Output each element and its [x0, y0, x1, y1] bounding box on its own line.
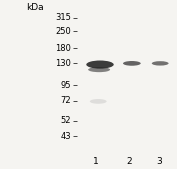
Text: 43: 43: [60, 131, 71, 141]
Text: 52: 52: [60, 116, 71, 125]
Text: 250: 250: [55, 27, 71, 36]
Ellipse shape: [90, 99, 107, 104]
Ellipse shape: [88, 67, 110, 72]
Text: 130: 130: [55, 59, 71, 68]
Text: 3: 3: [156, 157, 162, 166]
Text: 315: 315: [55, 13, 71, 22]
Ellipse shape: [86, 61, 114, 69]
Text: 1: 1: [93, 157, 98, 166]
Text: kDa: kDa: [27, 3, 44, 12]
Text: 72: 72: [60, 96, 71, 105]
Text: 95: 95: [60, 81, 71, 90]
Ellipse shape: [123, 61, 141, 66]
Ellipse shape: [152, 61, 169, 66]
Text: 180: 180: [55, 44, 71, 53]
Text: 2: 2: [126, 157, 132, 166]
